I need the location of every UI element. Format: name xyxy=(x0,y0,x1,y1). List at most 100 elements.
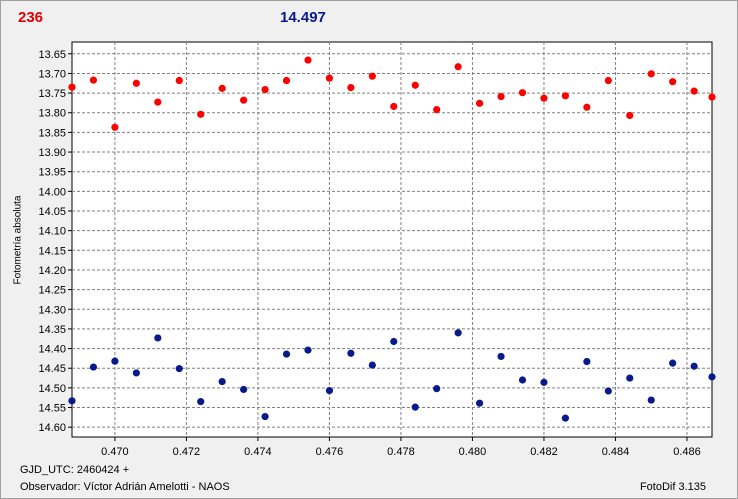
footer-date: GJD_UTC: 2460424 + xyxy=(20,464,130,476)
blue-data-point xyxy=(282,350,291,358)
blue-data-point xyxy=(411,403,419,411)
red-data-point xyxy=(561,92,570,100)
red-data-point xyxy=(68,83,76,91)
blue-data-point xyxy=(604,387,612,395)
blue-data-point xyxy=(89,363,98,371)
y-tick-label: 13.85 xyxy=(38,127,66,139)
blue-data-point xyxy=(368,361,376,369)
blue-data-point xyxy=(68,397,76,405)
blue-data-point xyxy=(497,352,505,361)
y-tick-label: 14.25 xyxy=(38,285,66,297)
x-tick-label: 0.484 xyxy=(602,446,630,458)
red-data-point xyxy=(132,79,140,87)
red-data-point xyxy=(368,72,376,80)
red-data-point xyxy=(497,93,505,101)
x-tick-label: 0.470 xyxy=(101,446,129,458)
plot-area xyxy=(71,41,713,438)
footer-observer: Observador: Víctor Adrián Amelotti - NAO… xyxy=(20,481,230,493)
x-tick-label: 0.482 xyxy=(530,446,558,458)
red-data-point xyxy=(518,89,527,97)
blue-data-point xyxy=(626,374,634,382)
red-data-point xyxy=(475,99,484,107)
header-left-value: 236 xyxy=(18,9,44,26)
red-data-point xyxy=(604,76,612,85)
y-tick-label: 14.40 xyxy=(38,344,66,356)
y-tick-label: 14.60 xyxy=(38,422,66,434)
y-tick-label: 13.95 xyxy=(38,167,66,179)
red-data-point xyxy=(454,63,462,71)
red-data-point xyxy=(433,106,441,114)
red-data-point xyxy=(390,102,398,111)
blue-data-point xyxy=(347,349,355,357)
red-data-point xyxy=(154,98,162,106)
red-data-point xyxy=(282,76,291,85)
red-data-point xyxy=(647,70,655,78)
red-data-point xyxy=(304,56,312,64)
y-tick-label: 13.75 xyxy=(38,88,66,100)
red-data-point xyxy=(583,103,591,111)
blue-data-point xyxy=(540,378,548,386)
y-tick-label: 14.10 xyxy=(38,226,66,238)
blue-data-point xyxy=(304,346,312,354)
red-data-point xyxy=(690,87,698,95)
blue-data-point xyxy=(583,357,591,366)
blue-data-point xyxy=(175,365,183,373)
red-data-point xyxy=(411,81,419,89)
red-data-point xyxy=(540,94,548,102)
blue-data-point xyxy=(111,357,119,365)
y-tick-label: 14.20 xyxy=(38,265,66,277)
blue-data-point xyxy=(518,376,527,384)
x-tick-labels: 0.470 0.472 0.474 0.476 0.478 0.480 0.482 0.484… xyxy=(101,446,701,458)
y-tick-label: 14.30 xyxy=(38,304,66,316)
blue-data-point xyxy=(154,334,162,342)
y-tick-label: 14.45 xyxy=(38,363,66,375)
red-data-point xyxy=(197,110,205,118)
x-tick-label: 0.478 xyxy=(387,446,415,458)
y-tick-label: 13.65 xyxy=(38,49,66,61)
red-data-point xyxy=(89,76,98,84)
grid-lines xyxy=(68,42,712,441)
blue-data-point xyxy=(475,399,484,407)
blue-data-point xyxy=(708,373,716,381)
blue-data-point xyxy=(647,396,655,404)
y-tick-label: 14.55 xyxy=(38,403,66,415)
y-tick-label: 13.70 xyxy=(38,68,66,80)
x-tick-label: 0.476 xyxy=(316,446,344,458)
red-data-point xyxy=(626,111,634,120)
red-data-point xyxy=(261,85,269,94)
red-data-point xyxy=(347,83,355,92)
x-tick-label: 0.486 xyxy=(673,446,701,458)
red-data-point xyxy=(111,123,119,131)
red-data-point xyxy=(240,96,248,104)
y-tick-label: 14.00 xyxy=(38,186,66,198)
red-data-point xyxy=(175,76,183,85)
data-points xyxy=(68,56,716,422)
x-tick-label: 0.480 xyxy=(459,446,487,458)
blue-data-point xyxy=(433,385,441,393)
y-tick-labels: 13.65 13.70 13.75 13.80 13.85 13.90 13.95 14.00… xyxy=(38,49,66,434)
y-tick-label: 14.35 xyxy=(38,324,66,336)
blue-data-point xyxy=(240,385,248,394)
blue-data-point xyxy=(261,412,269,421)
y-tick-label: 14.05 xyxy=(38,206,66,218)
blue-data-point xyxy=(690,362,698,370)
x-tick-label: 0.474 xyxy=(244,446,272,458)
y-tick-label: 13.80 xyxy=(38,108,66,120)
blue-data-point xyxy=(197,398,205,406)
blue-data-point xyxy=(561,414,570,422)
y-tick-label: 14.15 xyxy=(38,245,66,257)
red-data-point xyxy=(708,93,716,101)
blue-data-point xyxy=(132,369,140,377)
blue-data-point xyxy=(669,359,677,367)
y-tick-label: 13.90 xyxy=(38,147,66,159)
y-axis-label: Fotometría absoluta xyxy=(12,195,24,285)
blue-data-point xyxy=(218,377,226,386)
footer-software: FotoDif 3.135 xyxy=(639,481,706,493)
blue-data-point xyxy=(454,329,462,337)
blue-data-point xyxy=(390,337,398,346)
y-tick-label: 14.50 xyxy=(38,383,66,395)
red-data-point xyxy=(325,74,334,82)
x-tick-label: 0.472 xyxy=(173,446,201,458)
red-data-point xyxy=(669,78,677,86)
